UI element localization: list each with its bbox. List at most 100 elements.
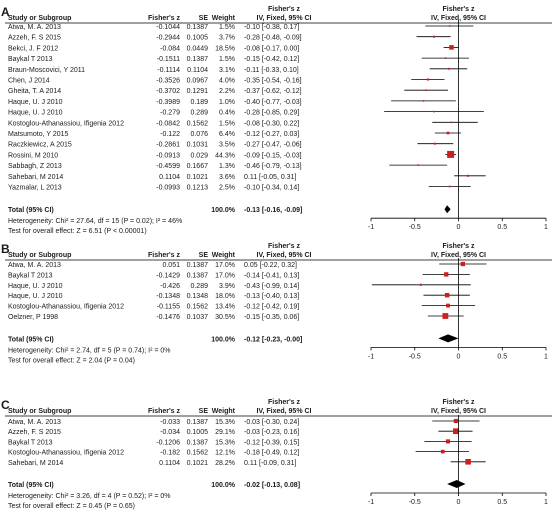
study-z: -0.3989 [156, 99, 180, 106]
total-weight: 100.0% [211, 336, 236, 343]
study-name: Yazmalar, L 2013 [8, 185, 62, 192]
study-name: Atwa, M. A. 2013 [8, 24, 61, 31]
study-name: Azzeh, F. S 2015 [8, 35, 61, 42]
header-weight: Weight [212, 15, 236, 22]
header-plot-top: Fisher's z [442, 243, 475, 250]
study-se: 0.0449 [187, 45, 209, 52]
header-se: SE [199, 408, 209, 415]
summary-diamond [447, 480, 466, 488]
x-tick-label: 0 [457, 224, 461, 231]
header-es: Fisher's z [148, 408, 181, 415]
study-ci: 0.11 [-0.09, 0.31] [244, 460, 296, 467]
study-weight: 17.0% [215, 272, 235, 279]
header-study: Study or Subgroup [8, 408, 71, 415]
study-ci: 0.05 [-0.22, 0.32] [244, 262, 297, 269]
overall-test-text: Test for overall effect: Z = 0.45 (P = 0… [8, 503, 135, 510]
study-ci: -0.28 [-0.85, 0.29] [244, 110, 299, 117]
x-tick-label: 0 [457, 499, 461, 506]
header-ci-top: Fisher's z [268, 399, 301, 406]
x-tick-label: 0.5 [497, 224, 507, 231]
study-weight: 3.6% [219, 174, 235, 181]
study-se: 0.1037 [187, 314, 209, 321]
panel-label: C [1, 398, 10, 412]
study-weight: 1.0% [219, 99, 235, 106]
study-z: -0.1155 [157, 304, 180, 311]
effect-marker [453, 428, 459, 435]
study-ci: -0.10 [-0.38, 0.17] [244, 24, 299, 31]
effect-marker [426, 78, 429, 81]
study-name: Chen, J 2014 [8, 78, 50, 85]
study-se: 0.1348 [187, 293, 209, 300]
study-weight: 17.0% [215, 262, 235, 269]
study-name: Haque, U. J 2010 [8, 283, 63, 290]
study-z: -0.3526 [156, 78, 180, 85]
study-row: Atwa, M. A. 2013 -0.1044 0.1387 1.5% -0.10 [… [8, 24, 474, 31]
header-plot-top: Fisher's z [442, 399, 475, 406]
study-row: Haque, U. J 2010 -0.3989 0.189 1.0% -0.40 [-… [8, 99, 456, 106]
study-name: Haque, U. J 2010 [8, 293, 63, 300]
study-z: -0.1511 [157, 56, 180, 63]
study-z: -0.1348 [156, 293, 180, 300]
study-z: -0.084 [160, 45, 180, 52]
x-tick-label: -1 [368, 353, 374, 360]
header-weight: Weight [212, 252, 236, 259]
study-name: Haque, U. J 2010 [8, 110, 63, 117]
effect-marker [446, 131, 450, 135]
study-z: -0.182 [160, 450, 180, 457]
summary-diamond [438, 334, 459, 343]
study-weight: 15.3% [215, 419, 235, 426]
effect-marker [467, 174, 470, 177]
x-tick-label: 1 [544, 224, 548, 231]
effect-marker [450, 121, 453, 124]
study-name: Rossini, M 2010 [8, 152, 58, 159]
x-tick-label: -1 [368, 499, 374, 506]
header-ci-top: Fisher's z [268, 243, 301, 250]
study-z: -0.122 [160, 131, 180, 138]
study-z: -0.279 [160, 110, 180, 117]
x-tick-label: 0.5 [497, 499, 507, 506]
x-tick-label: 0 [457, 353, 461, 360]
effect-marker [448, 185, 451, 188]
study-z: -0.426 [160, 283, 180, 290]
study-weight: 1.5% [219, 24, 235, 31]
study-name: Kostoglou-Athanassiou, Ifigenia 2012 [8, 304, 124, 311]
effect-marker [432, 35, 436, 38]
effect-marker [446, 303, 450, 308]
study-weight: 0.4% [219, 110, 235, 117]
effect-marker [417, 164, 420, 166]
header-plot: IV, Fixed, 95% CI [431, 15, 486, 22]
study-ci: -0.03 [-0.30, 0.24] [244, 419, 299, 426]
study-ci: -0.12 [-0.27, 0.03] [244, 131, 299, 138]
effect-marker [444, 272, 449, 277]
study-weight: 1.5% [219, 120, 235, 127]
study-row: Baykal T 2013 -0.1206 0.1387 15.3% -0.12 [-0… [8, 439, 472, 446]
study-z: 0.1104 [159, 460, 180, 467]
study-z: -0.4599 [156, 163, 180, 170]
study-weight: 2.2% [219, 88, 235, 95]
study-row: Kostoglou-Athanassiou, Ifigenia 2012 -0.1… [8, 450, 469, 457]
study-name: Atwa, M. A. 2013 [8, 419, 61, 426]
heterogeneity-text: Heterogeneity: Chi² = 3.26, df = 4 (P = … [8, 493, 171, 500]
study-se: 0.1387 [187, 262, 209, 269]
study-se: 0.1031 [187, 142, 209, 149]
header-es: Fisher's z [148, 15, 181, 22]
study-row: Baykal T 2013 -0.1429 0.1387 17.0% -0.14 [-0… [8, 272, 470, 279]
study-row: Matsumoto, Y 2015 -0.122 0.076 6.4% -0.12 [-… [8, 131, 462, 138]
effect-marker [444, 292, 450, 298]
study-ci: -0.18 [-0.49, 0.12] [244, 450, 299, 457]
total-row: Total (95% CI) 100.0% -0.02 [-0.13, 0.08] [8, 480, 466, 489]
overall-test-text: Test for overall effect: Z = 6.51 (P < 0… [8, 228, 147, 235]
study-se: 0.289 [190, 283, 208, 290]
study-ci: -0.10 [-0.34, 0.14] [244, 185, 299, 192]
study-row: Haque, U. J 2010 -0.426 0.289 3.9% -0.43 [-0… [8, 283, 471, 290]
header-plot: IV, Fixed, 95% CI [431, 252, 486, 259]
study-se: 0.1387 [187, 272, 209, 279]
total-label: Total (95% CI) [8, 207, 54, 214]
header-study: Study or Subgroup [8, 15, 71, 22]
study-row: Chen, J 2014 -0.3526 0.0967 4.0% -0.35 [-0.5… [8, 78, 445, 85]
effect-marker [444, 57, 447, 59]
study-name: Sahebari, M 2014 [8, 174, 63, 181]
study-se: 0.1387 [187, 24, 209, 31]
